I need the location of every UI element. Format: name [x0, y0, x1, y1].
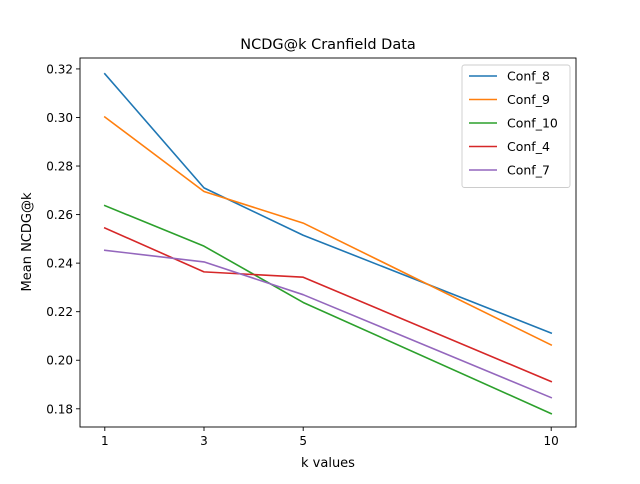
y-tick-label: 0.24 — [46, 257, 73, 271]
x-tick-label: 5 — [299, 434, 307, 448]
plot-area: 1 3 5 10 0.18 0.20 0.22 0.24 0.26 0.28 0.30 0.32 — [46, 57, 577, 448]
y-tick-label: 0.22 — [46, 305, 73, 319]
y-tick-label: 0.20 — [46, 354, 73, 368]
legend-label-conf-8: Conf_8 — [507, 69, 550, 84]
legend-label-conf-10: Conf_10 — [507, 116, 558, 131]
x-tick-label: 3 — [200, 434, 208, 448]
x-tick-label: 10 — [544, 434, 559, 448]
legend: Conf_8 Conf_9 Conf_10 Conf_4 Conf_7 — [461, 64, 571, 188]
x-axis-label: k values — [301, 456, 355, 471]
y-tick-label: 0.26 — [46, 208, 73, 222]
series-line-conf-7 — [103, 249, 553, 399]
y-tick-label: 0.30 — [46, 111, 73, 125]
chart-title: NCDG@k Cranfield Data — [240, 37, 416, 53]
y-axis-label: Mean NCDG@k — [20, 192, 35, 291]
y-tick-label: 0.18 — [46, 402, 73, 416]
x-tick-label: 1 — [101, 434, 109, 448]
y-tick-label: 0.28 — [46, 160, 73, 174]
series-line-conf-9 — [103, 115, 553, 347]
legend-label-conf-9: Conf_9 — [507, 92, 550, 107]
legend-label-conf-4: Conf_4 — [507, 139, 550, 154]
axes-frame — [79, 57, 577, 428]
series-line-conf-4 — [103, 226, 553, 383]
legend-label-conf-7: Conf_7 — [507, 163, 550, 178]
legend-box — [461, 64, 571, 188]
y-tick-label: 0.32 — [46, 62, 73, 76]
